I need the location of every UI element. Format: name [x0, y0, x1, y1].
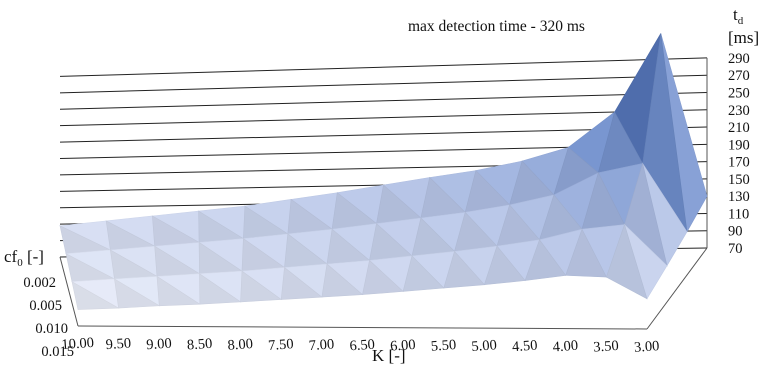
max-annotation: max detection time - 320 ms	[408, 18, 585, 35]
surface	[58, 33, 708, 310]
grid-line-0	[59, 57, 708, 77]
k-tick-label: 3.50	[593, 338, 619, 356]
z-tick-label: 190	[728, 137, 750, 153]
surface-facet	[199, 273, 242, 305]
z-tick-label: 210	[728, 120, 750, 136]
k-axis-ticks: 10.00 9.50 9.00 8.50 8.00 7.50 7.00 6.50 6.00 5.5…	[61, 335, 660, 356]
k-tick-label: 9.50	[105, 335, 131, 353]
cf0-tick-label: 0.010	[35, 321, 68, 337]
surface-facet	[240, 270, 283, 303]
k-tick-label: 9.00	[146, 336, 172, 354]
k-tick-label: 6.50	[349, 337, 375, 355]
surface-facet	[156, 275, 201, 307]
grid-line-2	[59, 91, 708, 110]
z-tick-label: 250	[728, 85, 750, 101]
axis-lines	[59, 57, 708, 330]
k-tick-label: 5.00	[471, 337, 497, 355]
cf0-tick-label: 0.015	[41, 344, 74, 360]
k-tick-label: 4.50	[512, 338, 538, 356]
surface-facet	[362, 259, 404, 295]
surface-facet	[321, 263, 364, 298]
surface-facet	[114, 278, 161, 309]
z-tick-label: 90	[728, 224, 743, 240]
grid-line-1	[59, 74, 708, 94]
k-tick-label: 5.50	[430, 337, 456, 355]
k-tick-label: 8.00	[227, 336, 253, 354]
z-axis-unit: [ms]	[728, 28, 759, 47]
surface-facet	[280, 266, 323, 300]
k-tick-label: 10.00	[61, 335, 95, 353]
axis-line-3	[77, 325, 648, 330]
z-axis-title: td	[733, 5, 744, 27]
surface-facet	[443, 250, 486, 289]
grid-line-3	[59, 109, 708, 127]
k-tick-label: 4.00	[552, 338, 578, 356]
z-tick-label: 230	[728, 103, 750, 119]
z-tick-label: 170	[728, 155, 750, 171]
surface-facet	[483, 245, 526, 286]
z-tick-label: 290	[728, 51, 750, 67]
k-tick-label: 7.00	[308, 336, 334, 354]
k-tick-label: 3.00	[634, 338, 660, 356]
k-axis-title: K [-]	[372, 346, 406, 365]
axis-line-1	[646, 247, 708, 330]
z-tick-label: 150	[728, 172, 750, 188]
surface-facet	[524, 239, 567, 281]
k-tick-label: 8.50	[186, 336, 212, 354]
z-tick-label: 110	[728, 206, 749, 222]
z-tick-label: 70	[728, 241, 743, 257]
k-tick-label: 7.50	[268, 336, 294, 354]
cf0-tick-label: 0.002	[23, 275, 56, 291]
surface-facet	[565, 228, 607, 278]
z-tick-label: 130	[728, 189, 750, 205]
surface-facet	[606, 223, 648, 300]
z-tick-label: 270	[728, 68, 750, 84]
axis-line-2	[59, 256, 79, 327]
surface-facet	[402, 255, 445, 292]
cf0-tick-label: 0.005	[29, 298, 62, 314]
k-tick-label: 6.00	[390, 337, 416, 355]
cf0-axis-title: cf0 [-]	[4, 247, 44, 269]
cf0-axis-ticks: 0.002 0.005 0.010 0.015	[23, 275, 74, 360]
surface-facet	[71, 281, 120, 310]
